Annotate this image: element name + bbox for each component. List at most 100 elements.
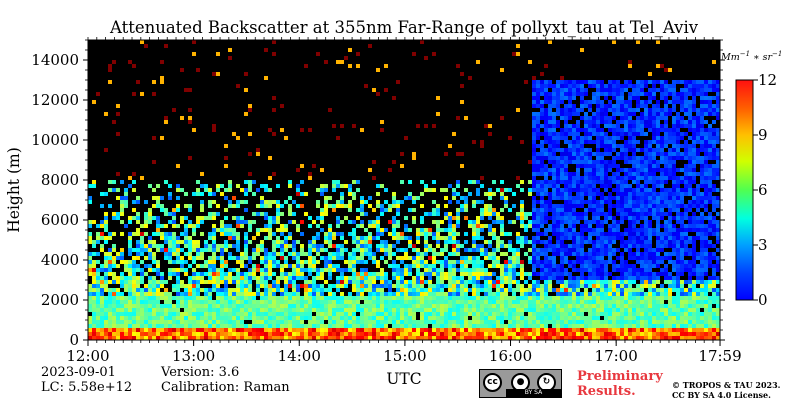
heatmap-cell xyxy=(640,92,644,96)
heatmap-cell xyxy=(144,44,148,48)
heatmap-cell xyxy=(168,212,172,216)
heatmap-cell xyxy=(156,260,160,264)
heatmap-cell xyxy=(576,140,580,144)
heatmap-cell xyxy=(600,240,604,244)
heatmap-cell xyxy=(88,332,92,336)
heatmap-cell xyxy=(508,304,512,308)
heatmap-cell xyxy=(648,292,652,296)
heatmap-cell xyxy=(456,260,460,264)
heatmap-cell xyxy=(448,280,452,284)
heatmap-cell xyxy=(588,104,592,108)
heatmap-cell xyxy=(492,180,496,184)
heatmap-cell xyxy=(648,236,652,240)
heatmap-cell xyxy=(160,224,164,228)
heatmap-cell xyxy=(272,252,276,256)
heatmap-cell xyxy=(284,300,288,304)
heatmap-cell xyxy=(524,280,528,284)
heatmap-cell xyxy=(496,284,500,288)
heatmap-cell xyxy=(564,284,568,288)
heatmap-cell xyxy=(576,112,580,116)
heatmap-cell xyxy=(276,316,280,320)
heatmap-cell xyxy=(516,184,520,188)
heatmap-cell xyxy=(268,312,272,316)
heatmap-cell xyxy=(544,256,548,260)
heatmap-cell xyxy=(484,332,488,336)
heatmap-cell xyxy=(532,224,536,228)
heatmap-cell xyxy=(276,244,280,248)
heatmap-cell xyxy=(96,312,100,316)
heatmap-cell xyxy=(628,176,632,180)
heatmap-cell xyxy=(548,308,552,312)
heatmap-cell xyxy=(432,188,436,192)
heatmap-cell xyxy=(208,200,212,204)
heatmap-cell xyxy=(116,172,120,176)
heatmap-cell xyxy=(548,160,552,164)
heatmap-cell xyxy=(360,224,364,228)
heatmap-cell xyxy=(240,200,244,204)
heatmap-cell xyxy=(480,272,484,276)
heatmap-cell xyxy=(392,200,396,204)
heatmap-cell xyxy=(92,276,96,280)
heatmap-cell xyxy=(608,252,612,256)
heatmap-cell xyxy=(316,216,320,220)
heatmap-cell xyxy=(192,240,196,244)
heatmap-cell xyxy=(372,336,376,340)
heatmap-cell xyxy=(532,316,536,320)
heatmap-cell xyxy=(92,316,96,320)
heatmap-cell xyxy=(568,176,572,180)
heatmap-cell xyxy=(280,272,284,276)
heatmap-cell xyxy=(140,276,144,280)
heatmap-cell xyxy=(532,204,536,208)
heatmap-cell xyxy=(608,212,612,216)
heatmap-cell xyxy=(428,320,432,324)
heatmap-cell xyxy=(472,320,476,324)
heatmap-cell xyxy=(116,264,120,268)
heatmap-cell xyxy=(248,296,252,300)
heatmap-cell xyxy=(88,260,92,264)
heatmap-cell xyxy=(488,124,492,128)
heatmap-cell xyxy=(108,328,112,332)
heatmap-cell xyxy=(524,272,528,276)
heatmap-cell xyxy=(532,172,536,176)
heatmap-cell xyxy=(452,308,456,312)
heatmap-cell xyxy=(608,300,612,304)
heatmap-cell xyxy=(412,288,416,292)
heatmap-cell xyxy=(600,256,604,260)
heatmap-cell xyxy=(616,156,620,160)
heatmap-cell xyxy=(108,80,112,84)
heatmap-cell xyxy=(640,244,644,248)
heatmap-cell xyxy=(200,220,204,224)
heatmap-cell xyxy=(572,324,576,328)
heatmap-cell xyxy=(272,288,276,292)
heatmap-cell xyxy=(184,320,188,324)
heatmap-cell xyxy=(448,260,452,264)
heatmap-cell xyxy=(260,200,264,204)
heatmap-cell xyxy=(360,312,364,316)
heatmap-cell xyxy=(568,320,572,324)
heatmap-cell xyxy=(600,104,604,108)
heatmap-cell xyxy=(624,176,628,180)
heatmap-cell xyxy=(556,104,560,108)
heatmap-cell xyxy=(544,112,548,116)
heatmap-cell xyxy=(616,336,620,340)
heatmap-cell xyxy=(288,208,292,212)
heatmap-cell xyxy=(552,288,556,292)
heatmap-cell xyxy=(532,112,536,116)
heatmap-cell xyxy=(572,220,576,224)
heatmap-cell xyxy=(496,256,500,260)
heatmap-cell xyxy=(128,176,132,180)
heatmap-cell xyxy=(604,144,608,148)
heatmap-cell xyxy=(340,320,344,324)
heatmap-cell xyxy=(460,72,464,76)
heatmap-cell xyxy=(596,176,600,180)
heatmap-cell xyxy=(432,268,436,272)
heatmap-cell xyxy=(180,260,184,264)
heatmap-cell xyxy=(132,276,136,280)
heatmap-cell xyxy=(128,264,132,268)
heatmap-cell xyxy=(392,304,396,308)
heatmap-cell xyxy=(292,256,296,260)
heatmap-cell xyxy=(380,256,384,260)
heatmap-cell xyxy=(96,332,100,336)
heatmap-cell xyxy=(216,72,220,76)
heatmap-cell xyxy=(460,328,464,332)
